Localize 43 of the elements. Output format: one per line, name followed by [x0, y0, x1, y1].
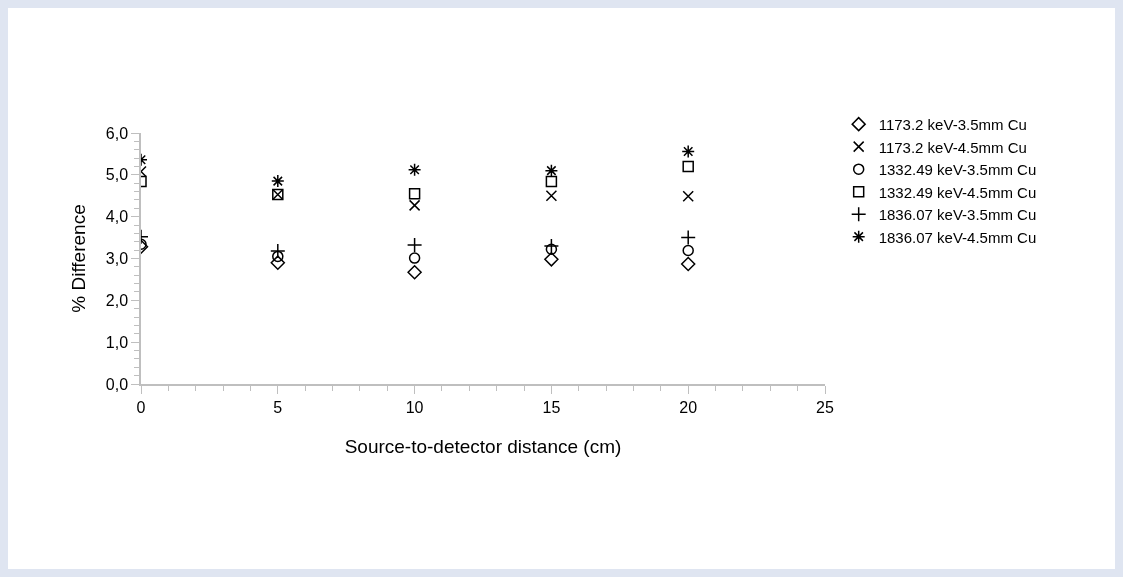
point	[545, 190, 558, 202]
legend-label: 1332.49 keV-3.5mm Cu	[878, 161, 1037, 178]
point	[407, 163, 422, 177]
point	[408, 252, 421, 264]
y-tick-label: 6,0	[105, 124, 129, 142]
y-tick-label: 0,0	[105, 375, 129, 393]
point	[270, 255, 286, 270]
point	[406, 237, 423, 253]
point	[682, 160, 694, 173]
point	[270, 243, 286, 259]
legend-label: 1173.2 keV-4.5mm Cu	[878, 138, 1027, 156]
point	[682, 190, 694, 202]
point	[544, 252, 559, 267]
point	[544, 163, 559, 178]
point	[545, 175, 558, 188]
point	[681, 144, 695, 159]
x-tick-label: 0	[136, 398, 146, 416]
y-tick-label: 2,0	[105, 291, 129, 309]
point	[271, 174, 285, 188]
point	[680, 256, 696, 272]
point	[543, 238, 560, 254]
y-tick-label: 4,0	[105, 208, 129, 226]
point	[680, 229, 696, 246]
legend-label: 1836.07 keV-4.5mm Cu	[878, 228, 1037, 246]
y-tick-label: 5,0	[105, 166, 129, 184]
point	[545, 243, 558, 256]
x-tick-label: 20	[679, 398, 698, 416]
y-tick-label: 1,0	[105, 333, 129, 351]
x-tick-label: 25	[816, 398, 834, 416]
y-axis-title: % Difference	[68, 204, 90, 313]
y-tick-label: 3,0	[105, 250, 129, 268]
point	[272, 250, 284, 263]
legend-label: 1332.49 keV-4.5mm Cu	[878, 183, 1037, 201]
point	[682, 244, 694, 257]
point	[408, 199, 421, 212]
x-tick-label: 10	[405, 398, 424, 416]
x-tick-label: 15	[542, 398, 561, 416]
point	[407, 265, 422, 280]
legend-label: 1173.2 keV-3.5mm Cu	[878, 116, 1027, 133]
legend-label: 1836.07 keV-3.5mm Cu	[878, 206, 1037, 223]
x-axis-title: Source-to-detector distance (cm)	[344, 436, 622, 458]
point	[408, 187, 421, 200]
x-tick-label: 5	[273, 398, 283, 416]
